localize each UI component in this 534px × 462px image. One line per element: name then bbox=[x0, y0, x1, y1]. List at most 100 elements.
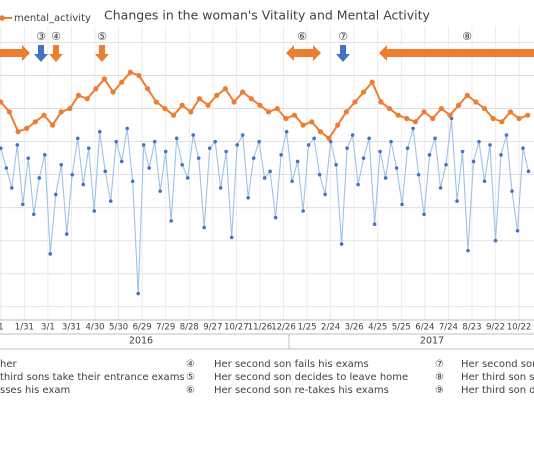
x-tick-label: 6/24 bbox=[415, 323, 434, 333]
data-point bbox=[481, 105, 488, 112]
data-point bbox=[300, 122, 306, 128]
x-tick-label: 8/28 bbox=[180, 323, 199, 333]
data-point bbox=[136, 291, 141, 296]
arrow-label: ⑥ bbox=[297, 30, 307, 43]
chart-title: Changes in the woman's Vitality and Ment… bbox=[104, 8, 431, 23]
arrow-label: ④ bbox=[51, 30, 61, 43]
x-tick-label: 1/31 bbox=[15, 323, 34, 333]
data-point bbox=[352, 99, 358, 105]
data-point bbox=[427, 153, 432, 157]
x-tick-label: 10/22 bbox=[507, 323, 532, 333]
x-tick-label: 7/24 bbox=[439, 323, 458, 333]
data-point bbox=[482, 179, 487, 184]
data-point bbox=[507, 109, 514, 115]
x-tick-label: 7/29 bbox=[156, 323, 175, 333]
data-point bbox=[4, 166, 9, 170]
data-point bbox=[240, 89, 246, 95]
note: Her second son bbox=[461, 359, 534, 370]
data-point bbox=[290, 179, 294, 184]
data-point bbox=[81, 182, 86, 187]
notes: her third sons take their entrance exams… bbox=[0, 359, 534, 396]
data-point bbox=[180, 162, 184, 167]
data-point bbox=[207, 146, 212, 151]
note-number: ⑦ bbox=[435, 359, 444, 370]
year-label: 2017 bbox=[420, 336, 444, 347]
data-point bbox=[110, 89, 116, 95]
x-tick-label: 8/23 bbox=[462, 323, 481, 333]
x-tick-label: 5/25 bbox=[392, 323, 411, 333]
data-point bbox=[521, 146, 525, 151]
arrow-label: ⑧ bbox=[462, 30, 472, 43]
data-point bbox=[119, 159, 124, 164]
data-point bbox=[202, 225, 206, 230]
data-point bbox=[152, 139, 157, 144]
data-point bbox=[306, 143, 311, 147]
data-point bbox=[273, 215, 278, 220]
data-point bbox=[438, 186, 443, 190]
data-point bbox=[188, 109, 194, 115]
data-point bbox=[265, 109, 272, 115]
data-point bbox=[37, 176, 42, 180]
data-point bbox=[350, 133, 355, 137]
data-point bbox=[301, 209, 305, 213]
arrow-label: ⑤ bbox=[97, 30, 107, 43]
x-tick-label: 12/26 bbox=[271, 323, 296, 333]
data-point bbox=[411, 126, 415, 131]
data-point bbox=[369, 79, 375, 85]
data-point bbox=[58, 109, 64, 115]
data-point bbox=[75, 92, 82, 98]
data-point bbox=[312, 136, 316, 141]
x-tick-label: 6/29 bbox=[133, 323, 152, 333]
data-point bbox=[127, 69, 133, 75]
arrow bbox=[336, 45, 350, 62]
arrow-label: ③ bbox=[36, 30, 46, 43]
data-point bbox=[130, 179, 135, 184]
note: Her third son de bbox=[461, 385, 534, 396]
data-point bbox=[162, 105, 168, 112]
data-point bbox=[295, 159, 300, 164]
data-point bbox=[367, 136, 371, 141]
data-point bbox=[231, 99, 237, 105]
x-tick-label: 1/25 bbox=[298, 323, 317, 333]
data-point bbox=[356, 182, 360, 187]
data-point bbox=[456, 102, 462, 108]
data-point bbox=[32, 119, 38, 125]
note: Her second son decides to leave home bbox=[214, 372, 408, 383]
legend-marker bbox=[0, 15, 5, 21]
arrow bbox=[34, 45, 48, 62]
data-point bbox=[6, 109, 13, 115]
data-point bbox=[422, 212, 426, 217]
data-point bbox=[70, 172, 75, 177]
data-point bbox=[205, 102, 211, 108]
arrow bbox=[286, 45, 321, 61]
data-point bbox=[309, 119, 315, 125]
data-point bbox=[136, 72, 142, 79]
data-point bbox=[404, 115, 410, 122]
data-point bbox=[246, 195, 250, 200]
data-point bbox=[257, 102, 263, 108]
note: Her second son re-takes his exams bbox=[214, 385, 389, 396]
data-point bbox=[326, 135, 332, 141]
data-point bbox=[147, 166, 152, 170]
data-point bbox=[86, 146, 91, 151]
data-point bbox=[31, 212, 36, 217]
data-point bbox=[412, 119, 419, 125]
data-point bbox=[430, 115, 436, 122]
data-point bbox=[125, 126, 130, 131]
grid bbox=[0, 26, 534, 320]
data-point bbox=[510, 189, 514, 193]
data-point bbox=[361, 156, 366, 160]
note: third sons take their entrance exams bbox=[0, 372, 185, 383]
data-point bbox=[334, 162, 338, 167]
x-tick-label: 4/25 bbox=[368, 323, 387, 333]
data-point bbox=[59, 162, 64, 167]
data-point bbox=[0, 99, 4, 105]
data-point bbox=[473, 99, 479, 105]
x-tick-label: 5/30 bbox=[109, 323, 128, 333]
data-point bbox=[42, 153, 47, 157]
note: Her third son st bbox=[461, 372, 534, 383]
data-point bbox=[53, 192, 58, 197]
year-label: 2016 bbox=[129, 336, 153, 347]
data-point bbox=[323, 192, 327, 197]
